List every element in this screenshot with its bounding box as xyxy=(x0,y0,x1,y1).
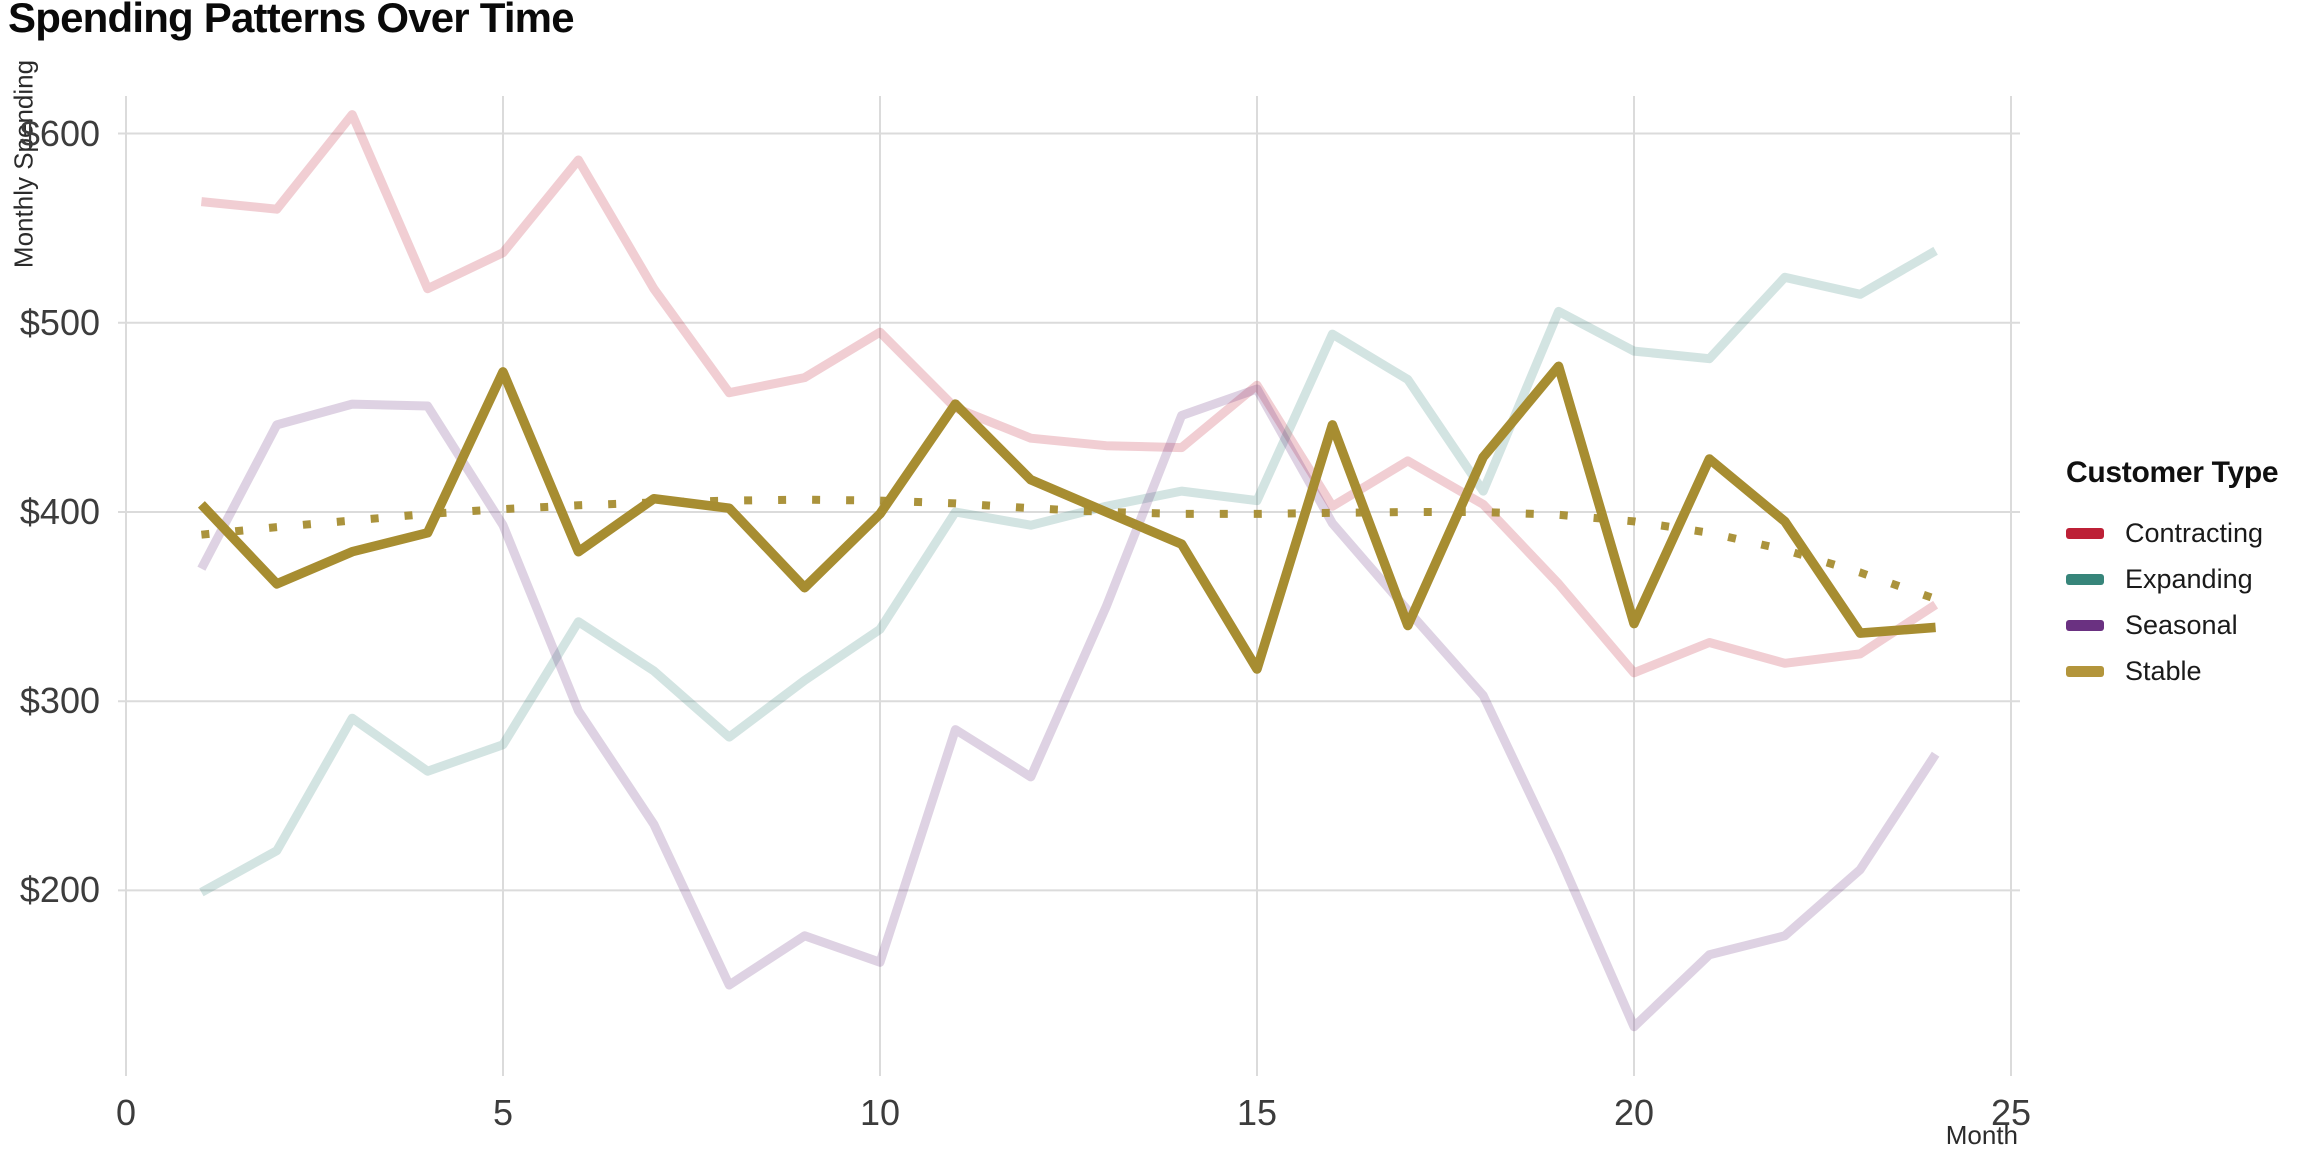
x-axis-title: Month xyxy=(1945,1120,2018,1150)
x-tick-label-10: 10 xyxy=(859,1092,901,1133)
series-line-seasonal xyxy=(197,384,1940,1032)
x-tick-label-15: 15 xyxy=(1236,1092,1278,1133)
series-line-expanding xyxy=(199,246,1938,897)
legend-swatch-stable xyxy=(2066,665,2104,677)
legend-item-expanding: Expanding xyxy=(2066,556,2302,602)
y-tick-label-400: $400 xyxy=(19,490,100,532)
legend-swatch-expanding xyxy=(2066,573,2104,585)
y-tick-label-500: $500 xyxy=(19,301,100,343)
x-tick-label-25: 25 xyxy=(1990,1092,2032,1133)
x-tick-label-5: 5 xyxy=(492,1092,514,1133)
legend-swatch-seasonal xyxy=(2066,619,2104,631)
x-tick-label-20: 20 xyxy=(1613,1092,1655,1133)
legend-title: Customer Type xyxy=(2066,456,2279,489)
legend: Customer Type Contracting Expanding Season… xyxy=(2066,456,2302,694)
y-tick-label-600: $600 xyxy=(19,112,100,154)
legend-item-label: Contracting xyxy=(2125,517,2264,548)
legend-swatch-contracting xyxy=(2066,527,2104,539)
series-line-stable xyxy=(197,361,1936,674)
legend-item-label: Seasonal xyxy=(2125,609,2238,640)
legend-item-label: Stable xyxy=(2125,655,2202,686)
legend-item-label: Expanding xyxy=(2125,563,2253,594)
series-line-contracting xyxy=(200,110,1939,678)
y-tick-label-200: $200 xyxy=(19,869,100,911)
legend-item-contracting: Contracting xyxy=(2066,510,2302,556)
chart-title: Spending Patterns Over Time xyxy=(8,0,575,41)
legend-item-seasonal: Seasonal xyxy=(2066,602,2302,648)
x-tick-label-0: 0 xyxy=(115,1092,137,1133)
y-tick-label-300: $300 xyxy=(19,680,100,722)
legend-items: Contracting Expanding Seasonal Stable xyxy=(2066,510,2302,694)
legend-item-stable: Stable xyxy=(2066,648,2302,694)
